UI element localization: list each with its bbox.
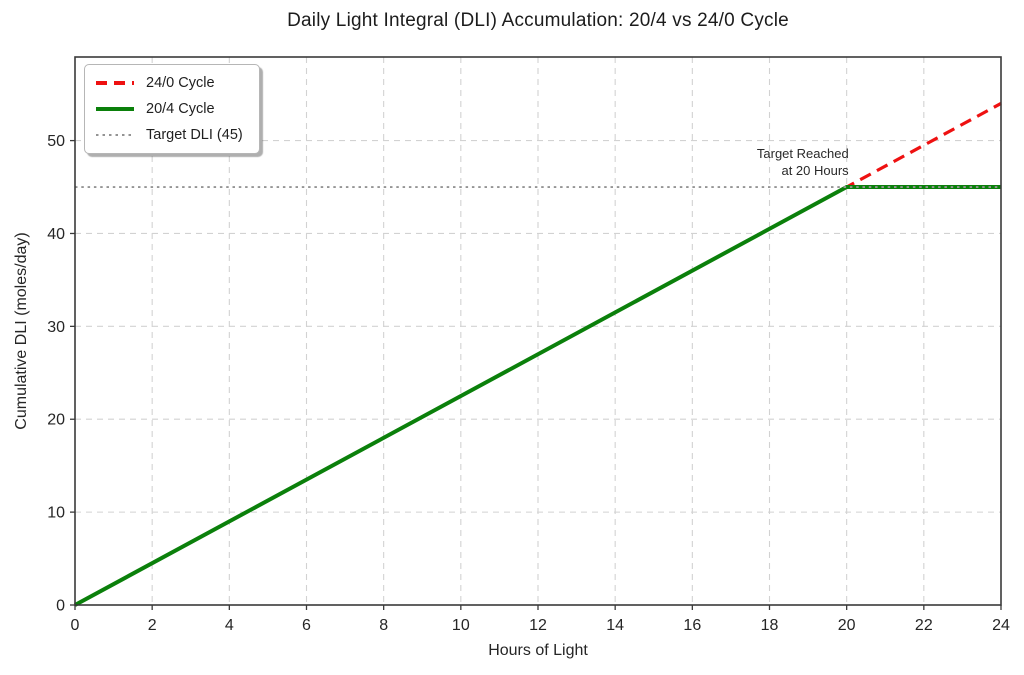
legend-label: 24/0 Cycle — [146, 75, 215, 91]
x-tick-label: 14 — [606, 617, 624, 634]
x-tick-label: 8 — [379, 617, 388, 634]
x-axis-label: Hours of Light — [488, 642, 588, 659]
legend: 24/0 Cycle 20/4 Cycle Target DLI (45) — [84, 64, 260, 154]
x-tick-label: 2 — [148, 617, 157, 634]
y-tick-label: 0 — [56, 598, 65, 615]
target-reached-annotation: Target Reached at 20 Hours — [757, 145, 849, 179]
series-line-20-4-cycle — [74, 185, 1001, 607]
y-tick-label: 30 — [47, 319, 65, 336]
y-axis-label: Cumulative DLI (moles/day) — [13, 232, 30, 430]
y-tick-label: 50 — [47, 133, 65, 150]
x-tick-label: 24 — [992, 617, 1010, 634]
legend-item-20-4-cycle: 20/4 Cycle — [96, 100, 243, 118]
x-tick-label: 6 — [302, 617, 311, 634]
legend-item-24-0-cycle: 24/0 Cycle — [96, 74, 243, 92]
x-tick-label: 4 — [225, 617, 234, 634]
legend-label: Target DLI (45) — [146, 127, 243, 143]
gridlines — [75, 57, 1001, 605]
x-tick-label: 10 — [452, 617, 470, 634]
x-tick-label: 22 — [915, 617, 933, 634]
x-tick-label: 18 — [761, 617, 779, 634]
y-tick-label: 20 — [47, 412, 65, 429]
y-tick-label: 40 — [47, 226, 65, 243]
annotation-line2: at 20 Hours — [781, 163, 849, 179]
gray-dotted-line-sample-icon — [96, 133, 134, 137]
red-dashed-line-sample-icon — [96, 81, 134, 85]
chart-title: Daily Light Integral (DLI) Accumulation:… — [287, 10, 789, 31]
legend-item-target-dli: Target DLI (45) — [96, 126, 243, 144]
x-tick-label: 12 — [529, 617, 547, 634]
x-tick-label: 16 — [683, 617, 701, 634]
x-tick-label: 0 — [71, 617, 80, 634]
x-tick-label: 20 — [838, 617, 856, 634]
annotation-line1: Target Reached — [756, 146, 849, 162]
y-tick-label: 10 — [47, 505, 65, 522]
legend-label: 20/4 Cycle — [146, 101, 215, 117]
green-solid-line-sample-icon — [96, 107, 134, 111]
data-series — [74, 102, 1002, 607]
